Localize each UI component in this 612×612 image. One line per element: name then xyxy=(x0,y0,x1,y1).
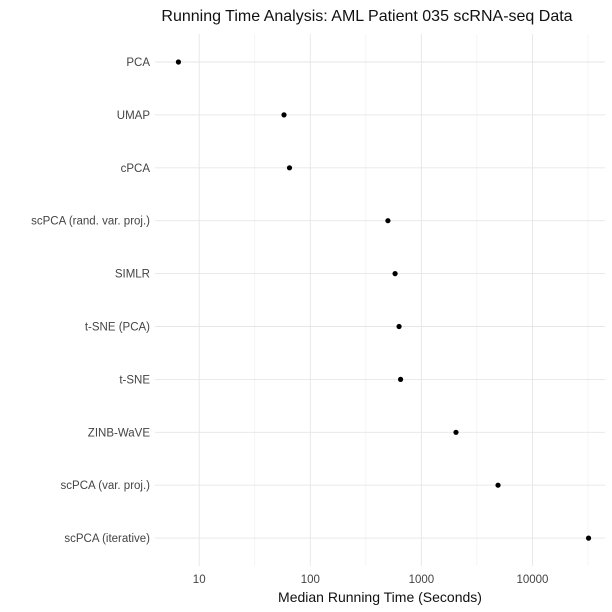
grid-lines xyxy=(155,34,605,566)
x-axis-label: Median Running Time (Seconds) xyxy=(278,589,482,605)
category-label: ZINB-WaVE xyxy=(88,427,151,439)
data-point xyxy=(281,112,287,118)
x-tick-label: 10 xyxy=(193,574,206,586)
x-tick-label: 10000 xyxy=(516,574,548,586)
x-tick-label: 100 xyxy=(301,574,320,586)
category-label: t-SNE (PCA) xyxy=(85,322,150,334)
category-label: t-SNE xyxy=(119,374,150,386)
data-point xyxy=(453,429,459,435)
data-point xyxy=(397,376,404,382)
category-label: scPCA (rand. var. proj.) xyxy=(31,216,150,228)
data-point xyxy=(385,218,391,224)
data-point xyxy=(175,59,182,65)
category-label: scPCA (iterative) xyxy=(64,533,150,545)
data-point xyxy=(392,271,398,277)
x-tick-label: 1000 xyxy=(409,574,435,586)
category-label: UMAP xyxy=(117,110,151,122)
category-label: SIMLR xyxy=(115,269,150,281)
data-point xyxy=(286,165,293,171)
data-point xyxy=(396,323,402,330)
data-points xyxy=(175,59,592,541)
category-label: cPCA xyxy=(121,163,151,175)
data-point xyxy=(585,535,592,541)
category-label: PCA xyxy=(126,57,150,69)
category-labels: PCA UMAP cPCA scPCA (rand. var. proj.) SIMLR… xyxy=(31,57,150,545)
chart-title: Running Time Analysis: AML Patient 035 s… xyxy=(161,8,572,25)
category-label: scPCA (var. proj.) xyxy=(61,480,151,492)
x-tick-labels: 10 100 1000 10000 xyxy=(193,574,549,586)
data-point xyxy=(495,482,501,488)
